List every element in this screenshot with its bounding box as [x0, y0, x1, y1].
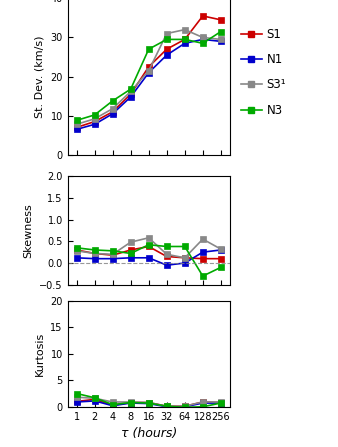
- Y-axis label: Kurtosis: Kurtosis: [35, 332, 45, 376]
- Y-axis label: Skewness: Skewness: [24, 203, 34, 258]
- X-axis label: τ (hours): τ (hours): [121, 427, 177, 440]
- Y-axis label: St. Dev. (km/s): St. Dev. (km/s): [35, 35, 45, 118]
- Legend: S1, N1, S3¹, N3: S1, N1, S3¹, N3: [241, 28, 286, 117]
